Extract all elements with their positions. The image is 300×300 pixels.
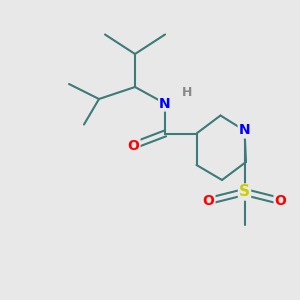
- Text: N: N: [159, 97, 171, 110]
- Text: H: H: [182, 86, 193, 100]
- Text: S: S: [239, 184, 250, 200]
- Text: O: O: [128, 139, 140, 152]
- Text: O: O: [202, 194, 214, 208]
- Text: N: N: [239, 124, 250, 137]
- Text: O: O: [274, 194, 286, 208]
